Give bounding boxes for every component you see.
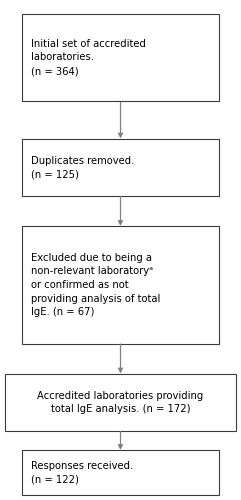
FancyBboxPatch shape xyxy=(22,14,219,101)
FancyBboxPatch shape xyxy=(22,450,219,495)
FancyBboxPatch shape xyxy=(22,138,219,196)
Text: Initial set of accredited
laboratories.
(n = 364): Initial set of accredited laboratories. … xyxy=(31,39,146,76)
Text: Duplicates removed.
(n = 125): Duplicates removed. (n = 125) xyxy=(31,156,135,180)
FancyBboxPatch shape xyxy=(22,226,219,344)
FancyBboxPatch shape xyxy=(5,374,236,431)
Text: Accredited laboratories providing
total IgE analysis. (n = 172): Accredited laboratories providing total … xyxy=(37,390,204,414)
Text: Responses received.
(n = 122): Responses received. (n = 122) xyxy=(31,460,134,484)
Text: Excluded due to being a
non-relevant laboratoryᵃ
or confirmed as not
providing a: Excluded due to being a non-relevant lab… xyxy=(31,253,161,317)
